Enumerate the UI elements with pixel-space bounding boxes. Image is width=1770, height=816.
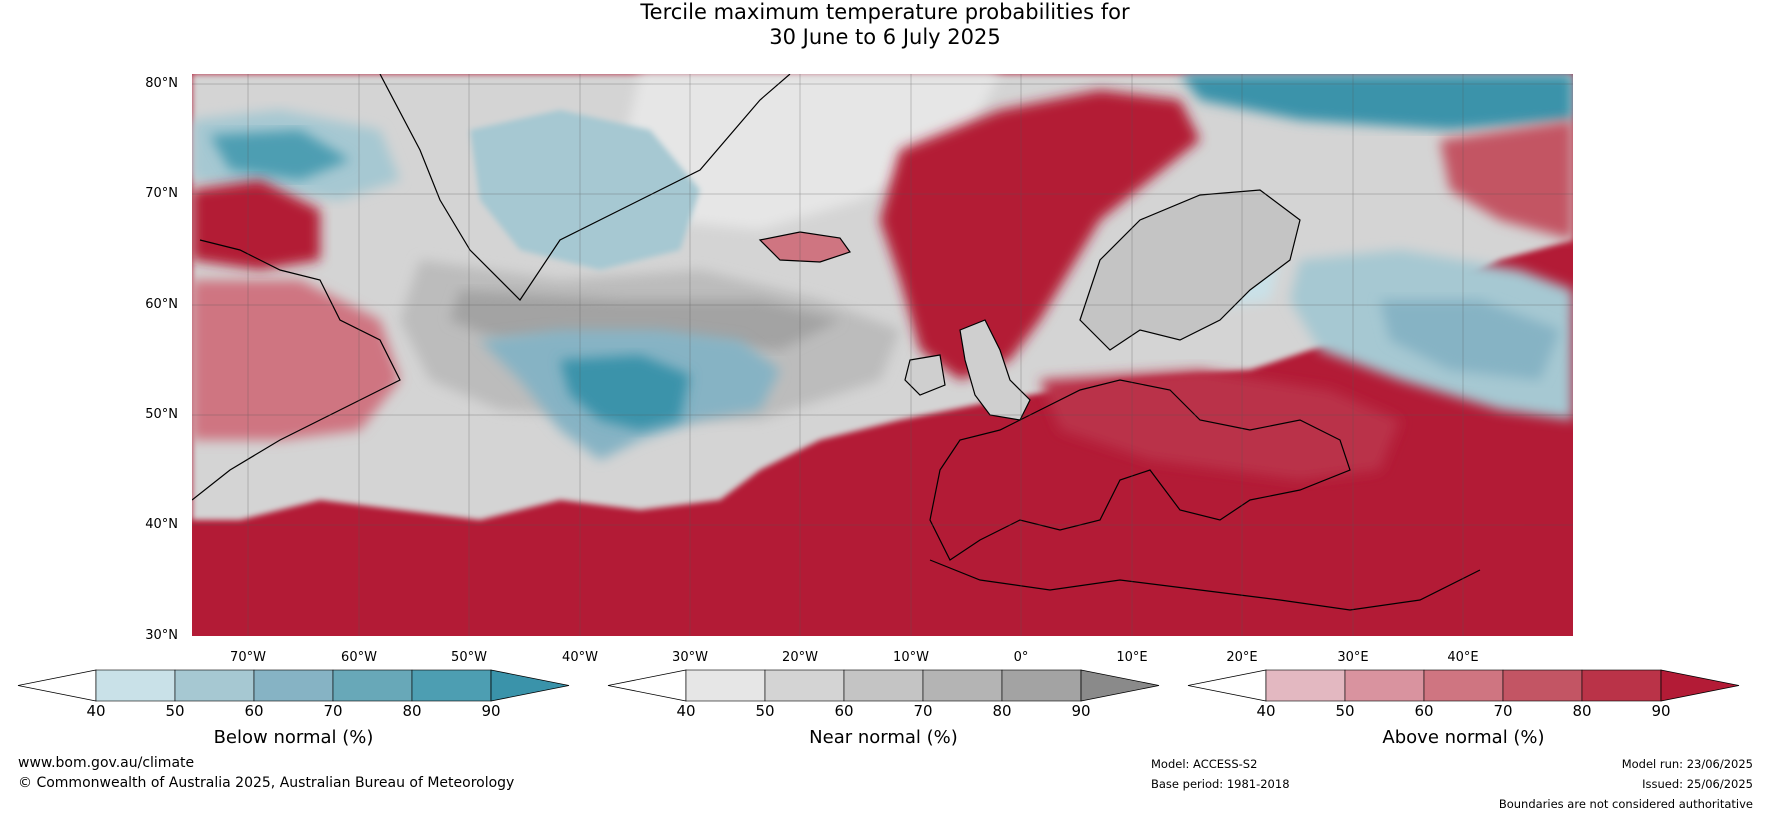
colorbar-tick-label: 70 (323, 702, 343, 720)
longitude-label: 20°W (782, 650, 818, 665)
latitude-label: 60°N (145, 297, 178, 312)
colorbar-segment (1265, 669, 1346, 702)
latitude-label: 40°N (145, 517, 178, 532)
greenland-coast (379, 74, 791, 301)
colorbar-tick-label: 70 (913, 702, 933, 720)
latitude-label: 80°N (145, 76, 178, 91)
longitude-label: 50°W (451, 650, 487, 665)
longitude-label: 40°E (1447, 650, 1479, 665)
colorbar-segment (685, 669, 766, 702)
title-line-2: 30 June to 6 July 2025 (769, 25, 1001, 49)
issued-text: Issued: 25/06/2025 (1642, 777, 1753, 791)
colorbar-title: Near normal (%) (809, 727, 958, 748)
website-text: www.bom.gov.au/climate (18, 755, 195, 771)
colorbar-tick-label: 40 (676, 702, 696, 720)
graticule (192, 74, 1573, 636)
colorbar-segment (764, 669, 845, 702)
colorbar-tick-label: 60 (244, 702, 264, 720)
colorbar-segment (843, 669, 924, 702)
colorbar-segment (1423, 669, 1504, 702)
colorbar-title: Below normal (%) (213, 727, 374, 748)
above-normal-north (880, 90, 1200, 380)
copyright-text: © Commonwealth of Australia 2025, Austra… (18, 775, 515, 791)
colorbar-tick-label: 80 (1572, 702, 1592, 720)
colorbar-tick-label: 90 (1071, 702, 1091, 720)
longitude-label: 10°E (1116, 650, 1148, 665)
colorbar-tick-label: 50 (755, 702, 775, 720)
colorbar-group (17, 669, 1740, 702)
british-isles-coast (959, 319, 1031, 421)
latitude-label: 70°N (145, 186, 178, 201)
colorbar-segment (253, 669, 334, 702)
longitude-label: 0° (1013, 650, 1029, 665)
colorbar-tick-label: 60 (1414, 702, 1434, 720)
longitude-label: 30°E (1337, 650, 1369, 665)
north-america-coast (192, 239, 401, 501)
colorbar-segment (1581, 669, 1662, 702)
colorbar-tick-label: 80 (402, 702, 422, 720)
map-title: Tercile maximum temperature probabilitie… (0, 0, 1770, 50)
colorbar-max-extend (1660, 669, 1740, 702)
longitude-label: 30°W (672, 650, 708, 665)
model-text: Model: ACCESS-S2 (1151, 757, 1258, 771)
colorbar-max-extend (1080, 669, 1160, 702)
colorbar-max-extend (490, 669, 570, 702)
scandinavia-coast (1079, 189, 1301, 351)
north-africa-coast (929, 559, 1481, 611)
colorbar-segment (174, 669, 255, 702)
below-normal-region (470, 110, 700, 270)
colorbar-tick-label: 90 (1651, 702, 1671, 720)
colorbar-tick-label: 40 (86, 702, 106, 720)
model-run-text: Model run: 23/06/2025 (1621, 757, 1753, 771)
longitude-label: 20°E (1226, 650, 1258, 665)
colorbar-segment (922, 669, 1003, 702)
colorbar-min-extend (17, 669, 97, 702)
disclaimer-text: Boundaries are not considered authoritat… (1498, 797, 1753, 811)
colorbar-min-extend (1187, 669, 1267, 702)
colorbar-tick-label: 90 (481, 702, 501, 720)
colorbar-tick-label: 50 (1335, 702, 1355, 720)
colorbar-segment (1001, 669, 1082, 702)
longitude-label: 10°W (893, 650, 929, 665)
colorbar-segment (332, 669, 413, 702)
colorbar-segment (1344, 669, 1425, 702)
colorbar-min-extend (607, 669, 687, 702)
longitude-label: 40°W (562, 650, 598, 665)
colorbar-segment (95, 669, 176, 702)
probability-field (192, 74, 1573, 636)
colorbar-tick-label: 60 (834, 702, 854, 720)
base-period-text: Base period: 1981-2018 (1151, 777, 1290, 791)
europe-coast (929, 379, 1351, 561)
longitude-label: 70°W (230, 650, 266, 665)
colorbar-tick-label: 40 (1256, 702, 1276, 720)
colorbar-title: Above normal (%) (1382, 727, 1545, 748)
colorbar-segment (411, 669, 492, 702)
colorbar-tick-label: 50 (165, 702, 185, 720)
longitude-label: 60°W (341, 650, 377, 665)
title-line-1: Tercile maximum temperature probabilitie… (640, 0, 1130, 24)
colorbar-tick-label: 70 (1493, 702, 1513, 720)
latitude-label: 30°N (145, 628, 178, 643)
colorbar-segment (1502, 669, 1583, 702)
latitude-label: 50°N (145, 407, 178, 422)
colorbar-tick-label: 80 (992, 702, 1012, 720)
